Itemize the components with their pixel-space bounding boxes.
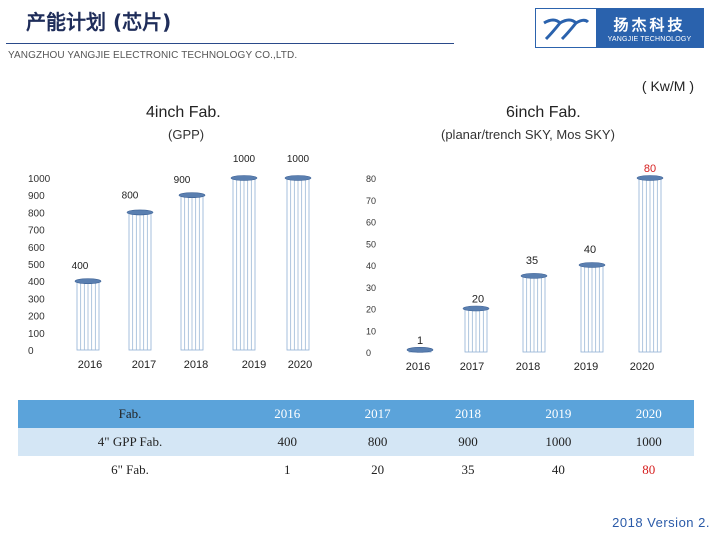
y-tick-label: 1000	[28, 174, 51, 185]
table-header-cell: 2017	[332, 400, 423, 428]
bar	[636, 175, 664, 353]
y-tick-label: 50	[366, 239, 376, 249]
table-cell: 35	[422, 456, 514, 484]
bar	[520, 273, 548, 353]
chart-right-subtitle: (planar/trench SKY, Mos SKY)	[441, 127, 615, 142]
table-cell: 800	[332, 428, 423, 456]
table-cell: 1000	[603, 428, 694, 456]
company-logo: 扬杰科技 YANGJIE TECHNOLOGY	[535, 8, 704, 48]
bar-value-label: 400	[72, 261, 89, 272]
y-tick-label: 300	[28, 294, 45, 305]
x-tick-label: 2016	[78, 359, 102, 371]
x-tick-label: 2017	[132, 359, 156, 371]
chart-6inch-fab: 0 10 20 30 40 50 60 70 80 1 2016 20 2017 35 2018 40 2019…	[366, 163, 664, 373]
y-tick-label: 20	[366, 305, 376, 315]
table-row: 6" Fab. 1 20 35 40 80	[18, 456, 694, 484]
table-row: 4" GPP Fab. 400 800 900 1000 1000	[18, 428, 694, 456]
chart-right-title: 6inch Fab.	[506, 104, 581, 121]
y-tick-label: 900	[28, 191, 45, 202]
x-tick-label: 2020	[288, 359, 312, 371]
x-tick-label: 2018	[516, 361, 540, 373]
bar	[462, 305, 490, 353]
bar	[126, 209, 154, 351]
bar-value-label: 1	[417, 335, 423, 347]
table-header-row: Fab. 2016 2017 2018 2019 2020	[18, 400, 694, 428]
bar	[406, 347, 434, 353]
bar-value-label: 80	[644, 163, 656, 175]
bar	[74, 278, 102, 351]
bar-value-label: 900	[174, 175, 191, 186]
unit-label: ( Kw/M )	[641, 78, 694, 94]
y-tick-label: 60	[366, 218, 376, 228]
y-tick-label: 0	[28, 346, 34, 357]
x-tick-label: 2020	[630, 361, 654, 373]
y-tick-label: 200	[28, 312, 45, 323]
page-title: 产能计划 (芯片)	[26, 10, 172, 34]
table-header-cell: 2018	[422, 400, 514, 428]
table-cell: 900	[422, 428, 514, 456]
x-tick-label: 2019	[242, 359, 266, 371]
table-cell: 1	[242, 456, 333, 484]
bar	[284, 175, 312, 351]
table-row-label: 4" GPP Fab.	[18, 428, 243, 456]
table-header-cell: 2016	[242, 400, 333, 428]
table-cell: 1000	[513, 428, 604, 456]
y-tick-label: 600	[28, 243, 45, 254]
y-tick-label: 80	[366, 174, 376, 184]
y-tick-label: 700	[28, 226, 45, 237]
table-cell-highlight: 80	[603, 456, 694, 484]
bar-value-label: 800	[122, 190, 139, 201]
title-divider	[6, 43, 454, 44]
bar-value-label: 20	[472, 294, 484, 306]
bar-value-label: 1000	[233, 154, 256, 165]
logo-name-cn: 扬杰科技	[613, 15, 686, 34]
y-tick-label: 800	[28, 208, 45, 219]
y-tick-label: 100	[28, 329, 45, 340]
y-tick-label: 400	[28, 277, 45, 288]
chart-4inch-fab: 0 100 200 300 400 500 600 700 800 900 1000 400 2016 8…	[28, 154, 312, 371]
bar-value-label: 1000	[287, 154, 310, 165]
chart-left-title: 4inch Fab.	[146, 104, 221, 121]
version-label: 2018 Version 2.	[612, 515, 710, 530]
bar	[230, 175, 258, 351]
y-tick-label: 40	[366, 261, 376, 271]
table-cell: 20	[332, 456, 423, 484]
logo-name-en: YANGJIE TECHNOLOGY	[607, 35, 692, 43]
table-header-cell: 2020	[603, 400, 694, 428]
bar	[578, 262, 606, 353]
bar	[178, 192, 206, 351]
x-tick-label: 2019	[574, 361, 598, 373]
logo-text-block: 扬杰科技 YANGJIE TECHNOLOGY	[596, 9, 703, 47]
y-tick-label: 10	[366, 326, 376, 336]
table-cell: 40	[513, 456, 604, 484]
bar-value-label: 40	[584, 244, 596, 256]
company-subtitle: YANGZHOU YANGJIE ELECTRONIC TECHNOLOGY C…	[8, 50, 298, 61]
chart-left-subtitle: (GPP)	[168, 127, 205, 142]
x-tick-label: 2017	[460, 361, 484, 373]
y-tick-label: 500	[28, 260, 45, 271]
y-tick-label: 30	[366, 283, 376, 293]
table-header-cell: Fab.	[18, 400, 243, 428]
table-cell: 400	[242, 428, 333, 456]
capacity-table: Fab. 2016 2017 2018 2019 2020 4" GPP Fab…	[18, 400, 694, 484]
x-tick-label: 2016	[406, 361, 430, 373]
table-row-label: 6" Fab.	[18, 456, 243, 484]
table-header-cell: 2019	[513, 400, 604, 428]
logo-mark-icon	[536, 9, 596, 47]
y-tick-label: 0	[366, 348, 371, 358]
x-tick-label: 2018	[184, 359, 208, 371]
y-tick-label: 70	[366, 196, 376, 206]
bar-value-label: 35	[526, 255, 538, 267]
